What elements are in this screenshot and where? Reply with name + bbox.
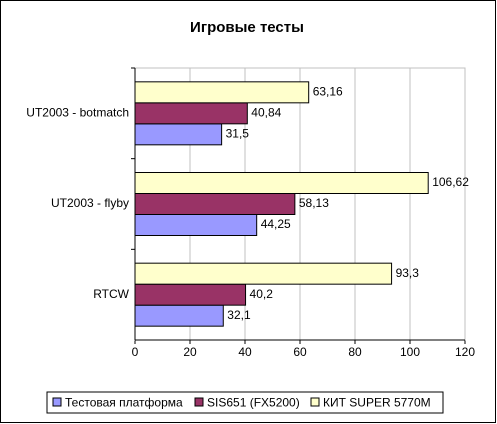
- y-tick-label: UT2003 - flyby: [51, 196, 129, 210]
- legend-label: КИТ SUPER 5770M: [323, 396, 431, 410]
- bar: [134, 81, 310, 104]
- legend-label: Тестовая платформа: [65, 396, 183, 410]
- bar: [134, 193, 296, 215]
- bar: [134, 283, 247, 306]
- value-label: 58,13: [299, 196, 329, 210]
- x-tick-label: 100: [400, 345, 420, 359]
- legend-box: [46, 391, 444, 414]
- bar: [134, 262, 393, 285]
- x-tick-label: 120: [455, 345, 475, 359]
- x-tick-label: 60: [293, 345, 307, 359]
- x-tick-label: 80: [348, 345, 362, 359]
- bar: [134, 214, 258, 236]
- value-label: 40,2: [250, 287, 274, 301]
- legend-swatch: [194, 397, 204, 407]
- value-label: 106,62: [432, 175, 469, 189]
- value-label: 93,3: [396, 266, 420, 280]
- value-label: 63,16: [313, 85, 343, 99]
- bar: [134, 123, 223, 146]
- value-label: 44,25: [261, 217, 291, 231]
- bar: [134, 304, 224, 327]
- legend-label: SIS651 (FX5200): [207, 396, 300, 410]
- legend-swatch: [310, 397, 320, 407]
- bar: [134, 172, 429, 194]
- value-label: 40,84: [251, 106, 281, 120]
- x-tick-label: 0: [132, 345, 139, 359]
- legend-swatch: [52, 397, 62, 407]
- y-tick-label: UT2003 - botmatch: [26, 106, 129, 120]
- value-label: 32,1: [227, 308, 251, 322]
- x-tick-label: 20: [183, 345, 197, 359]
- value-label: 31,5: [226, 127, 250, 141]
- x-tick-label: 40: [238, 345, 252, 359]
- bar: [134, 102, 248, 125]
- chart-title: Игровые тесты: [190, 19, 304, 36]
- y-tick-label: RTCW: [93, 287, 129, 301]
